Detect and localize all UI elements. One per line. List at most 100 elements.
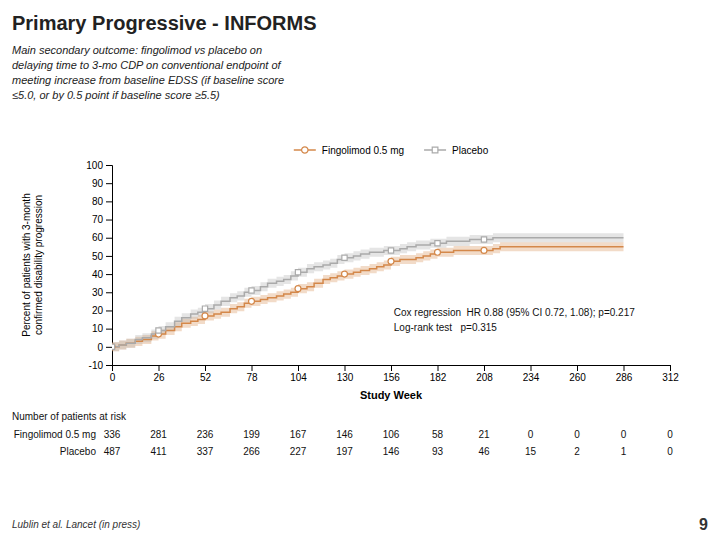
x-tick-mark bbox=[531, 365, 532, 371]
title: Primary Progressive - INFORMS bbox=[12, 12, 317, 34]
series-marker bbox=[295, 270, 300, 275]
y-tick-mark bbox=[106, 165, 112, 166]
series-marker bbox=[481, 247, 487, 253]
ci-band bbox=[112, 242, 624, 351]
x-tick: 286 bbox=[616, 365, 633, 383]
x-tick-mark bbox=[670, 365, 671, 371]
y-tick-mark bbox=[106, 292, 112, 293]
risk-value: 227 bbox=[290, 446, 307, 457]
risk-value: 0 bbox=[667, 429, 673, 440]
risk-value: 236 bbox=[197, 429, 214, 440]
x-tick: 182 bbox=[430, 365, 447, 383]
risk-row-label: Placebo bbox=[60, 446, 97, 457]
y-tick-mark bbox=[106, 256, 112, 257]
series-line bbox=[112, 238, 624, 347]
annotation: Log-rank test p=0.315 bbox=[394, 322, 498, 333]
plot-area bbox=[112, 233, 623, 351]
series-marker bbox=[342, 271, 348, 277]
x-tick-label: 182 bbox=[430, 372, 447, 383]
y-tick-mark bbox=[106, 347, 112, 348]
y-tick: 70 bbox=[92, 214, 112, 225]
annotation: Cox regression HR 0.88 (95% CI 0.72, 1.0… bbox=[394, 307, 635, 318]
x-tick: 208 bbox=[476, 365, 493, 383]
axis-domain bbox=[106, 166, 113, 366]
y-tick-label: 80 bbox=[92, 196, 104, 207]
footer: Lublin et al. Lancet (in press) bbox=[12, 519, 140, 530]
risk-value: 0 bbox=[621, 429, 627, 440]
y-tick: 60 bbox=[92, 232, 112, 243]
series-marker bbox=[435, 241, 440, 246]
y-tick: 50 bbox=[92, 251, 112, 262]
risk-value: 146 bbox=[336, 429, 353, 440]
legend-swatch bbox=[432, 147, 438, 153]
risk-value: 93 bbox=[432, 446, 444, 457]
y-tick-label: 50 bbox=[92, 251, 104, 262]
series-marker bbox=[112, 344, 115, 349]
series-marker bbox=[249, 288, 254, 293]
x-tick-mark bbox=[205, 365, 206, 371]
risk-value: 106 bbox=[383, 429, 400, 440]
x-tick: 234 bbox=[523, 365, 540, 383]
legend-item: Placebo bbox=[424, 145, 489, 156]
legend-label: Fingolimod 0.5 mg bbox=[322, 145, 404, 156]
risk-value: 46 bbox=[478, 446, 490, 457]
risk-value: 0 bbox=[528, 429, 534, 440]
x-tick: 312 bbox=[662, 365, 679, 383]
x-axis-title: Study Week bbox=[360, 389, 423, 401]
y-tick-label: -10 bbox=[89, 360, 104, 371]
x-tick-label: 78 bbox=[246, 372, 258, 383]
y-tick: 10 bbox=[92, 323, 112, 334]
x-tick: 78 bbox=[246, 365, 258, 383]
y-tick: -10 bbox=[89, 360, 112, 371]
risk-value: 0 bbox=[667, 446, 673, 457]
x-tick: 104 bbox=[290, 365, 307, 383]
x-tick-label: 286 bbox=[616, 372, 633, 383]
x-tick: 156 bbox=[383, 365, 400, 383]
risk-value: 281 bbox=[150, 429, 167, 440]
series-marker bbox=[481, 237, 486, 242]
series-marker bbox=[112, 344, 115, 350]
series-marker bbox=[388, 248, 393, 253]
series-marker bbox=[156, 328, 161, 333]
risk-value: 266 bbox=[243, 446, 260, 457]
x-tick-mark bbox=[391, 365, 392, 371]
y-tick: 20 bbox=[92, 305, 112, 316]
x-tick-label: 26 bbox=[153, 372, 165, 383]
x-tick: 0 bbox=[110, 365, 116, 383]
risk-value: 58 bbox=[432, 429, 444, 440]
y-tick-label: 90 bbox=[92, 178, 104, 189]
x-tick: 52 bbox=[200, 365, 212, 383]
legend-label: Placebo bbox=[452, 145, 489, 156]
x-tick-label: 260 bbox=[569, 372, 586, 383]
x-axis: 0265278104130156182208234260286312 bbox=[110, 365, 680, 383]
y-tick-label: 20 bbox=[92, 305, 104, 316]
series-marker bbox=[249, 298, 255, 304]
series-marker bbox=[388, 258, 394, 264]
y-tick-label: 60 bbox=[92, 232, 104, 243]
y-tick-mark bbox=[106, 274, 112, 275]
risk-table-label: Number of patients at risk bbox=[12, 411, 127, 422]
risk-value: 336 bbox=[104, 429, 121, 440]
x-tick-mark bbox=[577, 365, 578, 371]
x-tick-mark bbox=[252, 365, 253, 371]
chart: Primary Progressive - INFORMSMain second… bbox=[0, 0, 720, 540]
series-line bbox=[112, 247, 624, 347]
y-tick-mark bbox=[106, 365, 112, 366]
risk-table: Number of patients at riskFingolimod 0.5… bbox=[12, 411, 673, 457]
legend-swatch bbox=[302, 147, 308, 153]
y-tick-mark bbox=[106, 310, 112, 311]
x-tick-label: 312 bbox=[662, 372, 679, 383]
risk-value: 337 bbox=[197, 446, 214, 457]
y-tick-label: 10 bbox=[92, 323, 104, 334]
y-tick: 0 bbox=[97, 342, 112, 353]
annotations: Cox regression HR 0.88 (95% CI 0.72, 1.0… bbox=[394, 307, 635, 333]
series-marker bbox=[202, 313, 208, 319]
risk-value: 197 bbox=[336, 446, 353, 457]
x-tick-mark bbox=[484, 365, 485, 371]
risk-value: 487 bbox=[104, 446, 121, 457]
x-tick: 260 bbox=[569, 365, 586, 383]
series-marker bbox=[202, 306, 207, 311]
series-marker bbox=[295, 286, 301, 292]
y-tick-mark bbox=[106, 329, 112, 330]
x-tick-label: 52 bbox=[200, 372, 212, 383]
